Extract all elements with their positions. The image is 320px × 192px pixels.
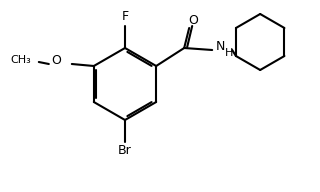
Text: Br: Br xyxy=(118,145,132,157)
Text: CH₃: CH₃ xyxy=(10,55,31,65)
Text: H: H xyxy=(225,48,234,58)
Text: O: O xyxy=(188,13,198,26)
Text: N: N xyxy=(216,41,226,54)
Text: O: O xyxy=(51,55,61,68)
Text: F: F xyxy=(121,11,129,23)
